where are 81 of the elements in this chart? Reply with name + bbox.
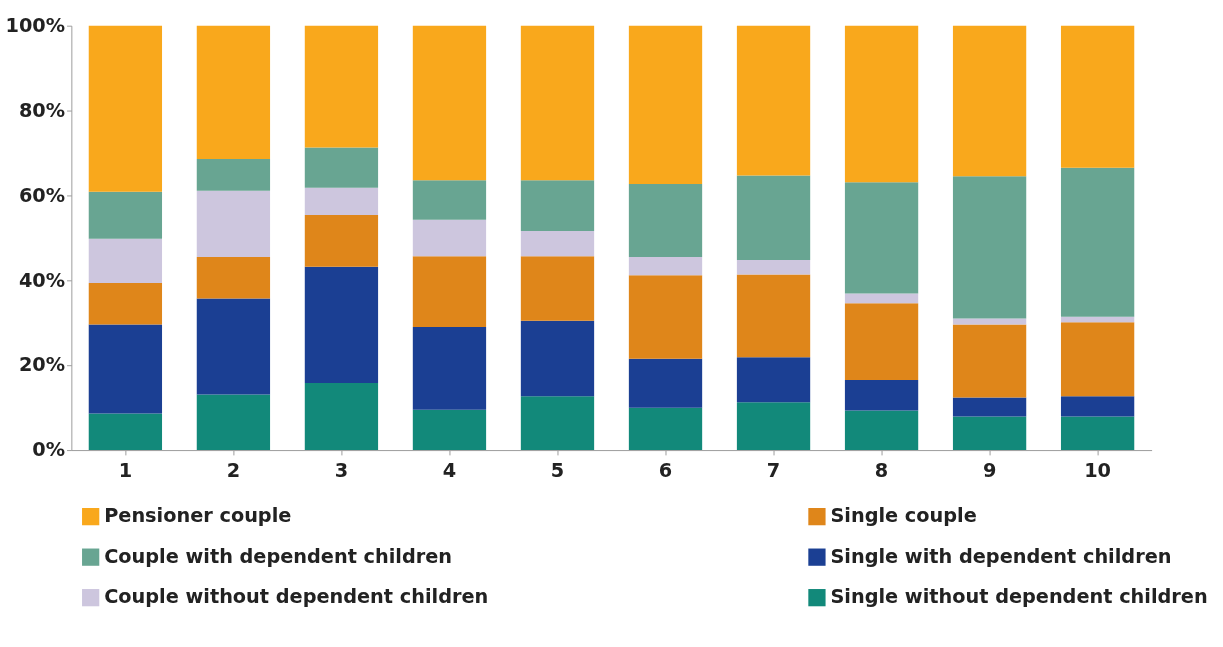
bar — [844, 293, 919, 304]
bar — [736, 357, 811, 403]
x-tick-label: 7 — [766, 458, 781, 482]
bar — [1060, 416, 1135, 451]
legend-label: Single without dependent children — [830, 585, 1208, 609]
bar — [628, 25, 703, 184]
legend-label: Single couple — [830, 504, 977, 528]
bar — [844, 182, 919, 294]
bar — [1060, 167, 1135, 317]
bar — [412, 25, 487, 181]
y-tick-label: 60% — [18, 183, 66, 207]
bar — [196, 394, 271, 451]
bar — [736, 175, 811, 260]
bar — [304, 214, 379, 267]
bar — [520, 256, 595, 321]
y-tick-label: 40% — [18, 268, 66, 292]
bar — [520, 396, 595, 451]
bar — [844, 25, 919, 183]
legend-label: Couple without dependent children — [104, 585, 489, 609]
bar — [88, 413, 163, 451]
bar — [628, 358, 703, 408]
y-tick-label: 100% — [5, 13, 66, 37]
bar — [628, 184, 703, 257]
legend-label: Pensioner couple — [104, 504, 292, 528]
bar — [844, 410, 919, 451]
x-tick-label: 9 — [982, 458, 997, 482]
bar — [196, 256, 271, 299]
y-tick-label: 80% — [18, 98, 66, 122]
bar — [1060, 25, 1135, 168]
bar — [520, 231, 595, 257]
bar — [196, 158, 271, 191]
legend-label: Couple with dependent children — [104, 544, 453, 568]
bar — [196, 190, 271, 257]
bar — [520, 25, 595, 181]
x-tick-label: 6 — [658, 458, 673, 482]
bar — [304, 147, 379, 188]
bar — [628, 256, 703, 276]
bar — [952, 416, 1027, 451]
bar — [844, 303, 919, 381]
bar — [196, 298, 271, 395]
bar — [520, 320, 595, 397]
bar — [736, 274, 811, 358]
x-tick-label: 10 — [1084, 458, 1112, 482]
bar — [88, 25, 163, 192]
x-tick-label: 1 — [118, 458, 133, 482]
x-tick-label: 8 — [874, 458, 889, 482]
legend-label: Single with dependent children — [830, 544, 1172, 568]
bar — [952, 176, 1027, 319]
x-tick-label: 2 — [226, 458, 241, 482]
x-tick-label: 3 — [334, 458, 349, 482]
bar — [628, 407, 703, 451]
bar — [88, 191, 163, 239]
bar — [304, 266, 379, 384]
bar — [88, 282, 163, 325]
bar — [1060, 322, 1135, 397]
x-tick-label: 4 — [442, 458, 457, 482]
bar — [304, 383, 379, 451]
bar — [304, 187, 379, 215]
bar — [196, 25, 271, 159]
bar — [520, 180, 595, 232]
bar — [736, 25, 811, 176]
y-tick-label: 20% — [18, 353, 66, 377]
bar — [736, 402, 811, 451]
bar — [412, 219, 487, 257]
bar — [628, 275, 703, 359]
bar — [844, 380, 919, 411]
bar — [952, 397, 1027, 417]
bar — [88, 324, 163, 414]
bar — [1060, 396, 1135, 417]
bar — [412, 409, 487, 451]
bar — [952, 324, 1027, 398]
x-tick-label: 5 — [550, 458, 565, 482]
bar — [412, 180, 487, 220]
bar — [412, 256, 487, 328]
bar — [304, 25, 379, 148]
bar — [1060, 316, 1135, 323]
bar — [952, 25, 1027, 177]
bar — [412, 327, 487, 410]
bar — [736, 259, 811, 275]
y-tick-label: 0% — [32, 438, 66, 462]
bar — [88, 238, 163, 283]
